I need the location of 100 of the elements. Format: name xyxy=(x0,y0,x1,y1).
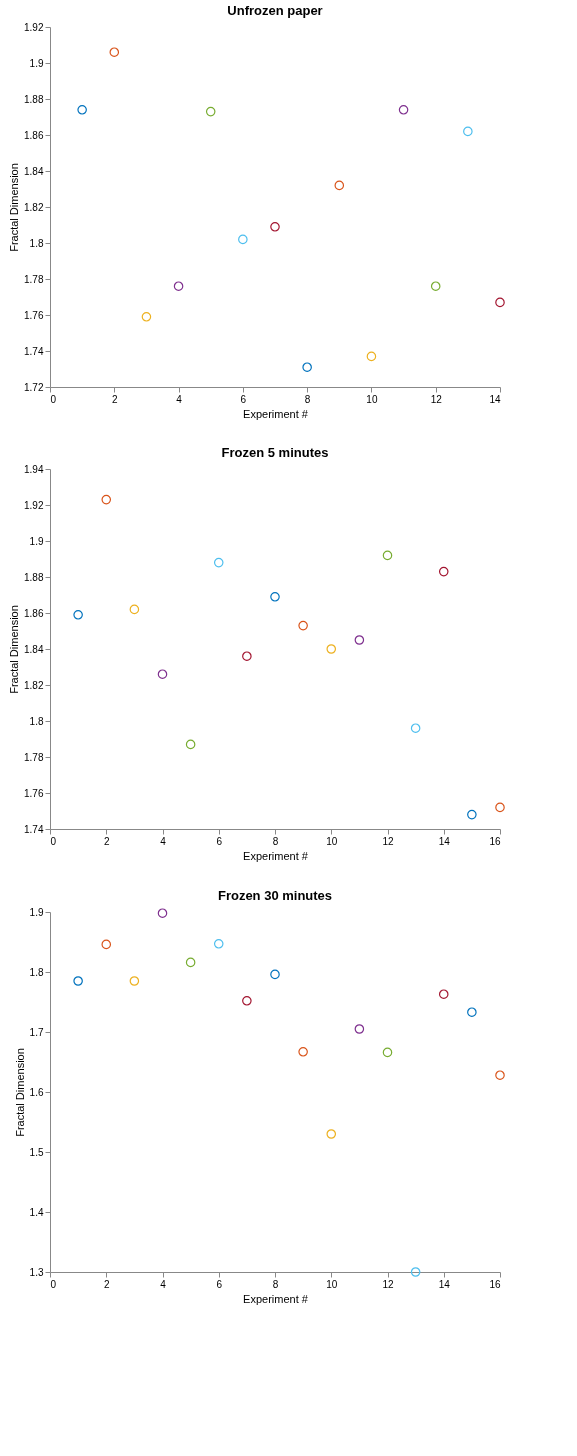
y-tick-label: 1.7 xyxy=(29,1026,44,1038)
point xyxy=(205,106,216,117)
y-tick-label: 1.94 xyxy=(24,463,44,475)
y-tick-label: 1.86 xyxy=(24,129,44,141)
y-tick-label: 1.74 xyxy=(24,345,44,357)
chart-title: Frozen 30 minutes xyxy=(217,887,333,903)
y-tick-label: 1.8 xyxy=(29,966,44,978)
point xyxy=(101,494,112,505)
point xyxy=(366,351,377,362)
point xyxy=(238,234,248,245)
y-tick-label: 1.72 xyxy=(24,381,44,393)
y-tick-label: 1.92 xyxy=(24,499,44,511)
x-tick-label: 4 xyxy=(160,835,167,847)
point xyxy=(73,976,83,986)
x-tick-label: 4 xyxy=(176,393,183,405)
point xyxy=(213,557,224,568)
y-tick-label: 1.9 xyxy=(29,57,44,69)
point xyxy=(326,644,337,654)
point xyxy=(382,550,393,561)
y-tick-label: 1.8 xyxy=(29,237,44,249)
point xyxy=(270,222,280,232)
x-tick-label: 10 xyxy=(326,835,338,847)
x-tick-label: 0 xyxy=(50,1278,57,1290)
point xyxy=(354,635,365,645)
y-tick-label: 1.84 xyxy=(24,165,44,177)
x-tick-label: 6 xyxy=(240,393,247,405)
y-tick-label: 1.84 xyxy=(24,643,44,655)
x-tick-label: 14 xyxy=(438,1278,451,1290)
point xyxy=(157,669,168,679)
point xyxy=(398,105,409,115)
point xyxy=(109,47,120,57)
y-tick-label: 1.82 xyxy=(24,201,44,213)
y-tick-label: 1.9 xyxy=(29,906,44,918)
point xyxy=(129,604,140,615)
x-tick-label: 12 xyxy=(382,1278,394,1290)
y-tick-label: 1.88 xyxy=(24,571,44,583)
point xyxy=(326,1129,337,1139)
y-tick-label: 1.8 xyxy=(29,715,44,727)
point xyxy=(242,651,252,661)
point xyxy=(495,802,505,813)
x-tick-label: 2 xyxy=(103,1278,110,1290)
x-tick-label: 12 xyxy=(430,393,443,405)
y-axis-title: Fractal Dimension xyxy=(8,163,21,252)
x-tick-label: 8 xyxy=(272,835,279,847)
chart-title: Unfrozen paper xyxy=(227,3,323,18)
x-tick-label: 2 xyxy=(112,393,118,405)
point xyxy=(298,620,308,631)
y-tick-label: 1.6 xyxy=(29,1086,44,1098)
x-tick-label: 14 xyxy=(489,393,501,405)
y-tick-label: 1.78 xyxy=(24,273,44,285)
y-axis-title: Fractal Dimension xyxy=(13,1048,26,1137)
x-tick-label: 8 xyxy=(304,393,311,405)
point xyxy=(354,1024,365,1034)
y-tick-label: 1.78 xyxy=(24,751,44,763)
x-tick-label: 0 xyxy=(50,393,57,405)
x-tick-label: 10 xyxy=(326,1278,338,1290)
y-tick-label: 1.88 xyxy=(24,93,44,105)
point xyxy=(213,939,224,949)
y-tick-label: 1.74 xyxy=(24,823,44,835)
point xyxy=(173,281,184,291)
point xyxy=(430,281,441,291)
point xyxy=(410,723,421,733)
point xyxy=(298,1047,308,1057)
x-tick-label: 14 xyxy=(438,835,451,847)
x-axis-title: Experiment # xyxy=(243,1292,309,1305)
y-tick-label: 1.4 xyxy=(29,1206,44,1218)
x-tick-label: 16 xyxy=(489,1278,501,1290)
y-tick-label: 1.3 xyxy=(29,1266,44,1278)
x-tick-label: 6 xyxy=(216,1278,223,1290)
y-tick-label: 1.9 xyxy=(29,535,44,547)
point xyxy=(438,989,449,999)
x-tick-label: 2 xyxy=(103,835,110,847)
point xyxy=(185,739,196,750)
point xyxy=(495,297,505,308)
point xyxy=(270,969,280,980)
point xyxy=(270,592,280,602)
point xyxy=(382,1047,393,1058)
x-tick-label: 4 xyxy=(160,1278,167,1290)
point xyxy=(129,976,140,986)
x-tick-label: 0 xyxy=(50,835,57,847)
y-tick-label: 1.82 xyxy=(24,679,44,691)
point xyxy=(467,809,477,820)
y-tick-label: 1.92 xyxy=(24,21,44,33)
point xyxy=(242,996,252,1006)
x-tick-label: 8 xyxy=(272,1278,279,1290)
point xyxy=(101,939,112,950)
point xyxy=(185,957,196,968)
x-tick-label: 10 xyxy=(366,393,378,405)
x-tick-label: 6 xyxy=(216,835,223,847)
x-axis-title: Experiment # xyxy=(243,407,309,420)
x-axis-title: Experiment # xyxy=(243,849,309,862)
point xyxy=(141,312,152,322)
point xyxy=(302,362,312,372)
x-tick-label: 16 xyxy=(489,835,501,847)
point xyxy=(438,566,449,577)
point xyxy=(157,908,168,918)
point xyxy=(463,126,473,137)
y-axis-title: Fractal Dimension xyxy=(8,605,21,694)
point xyxy=(410,1267,421,1277)
chart-title: Frozen 5 minutes xyxy=(221,445,329,460)
